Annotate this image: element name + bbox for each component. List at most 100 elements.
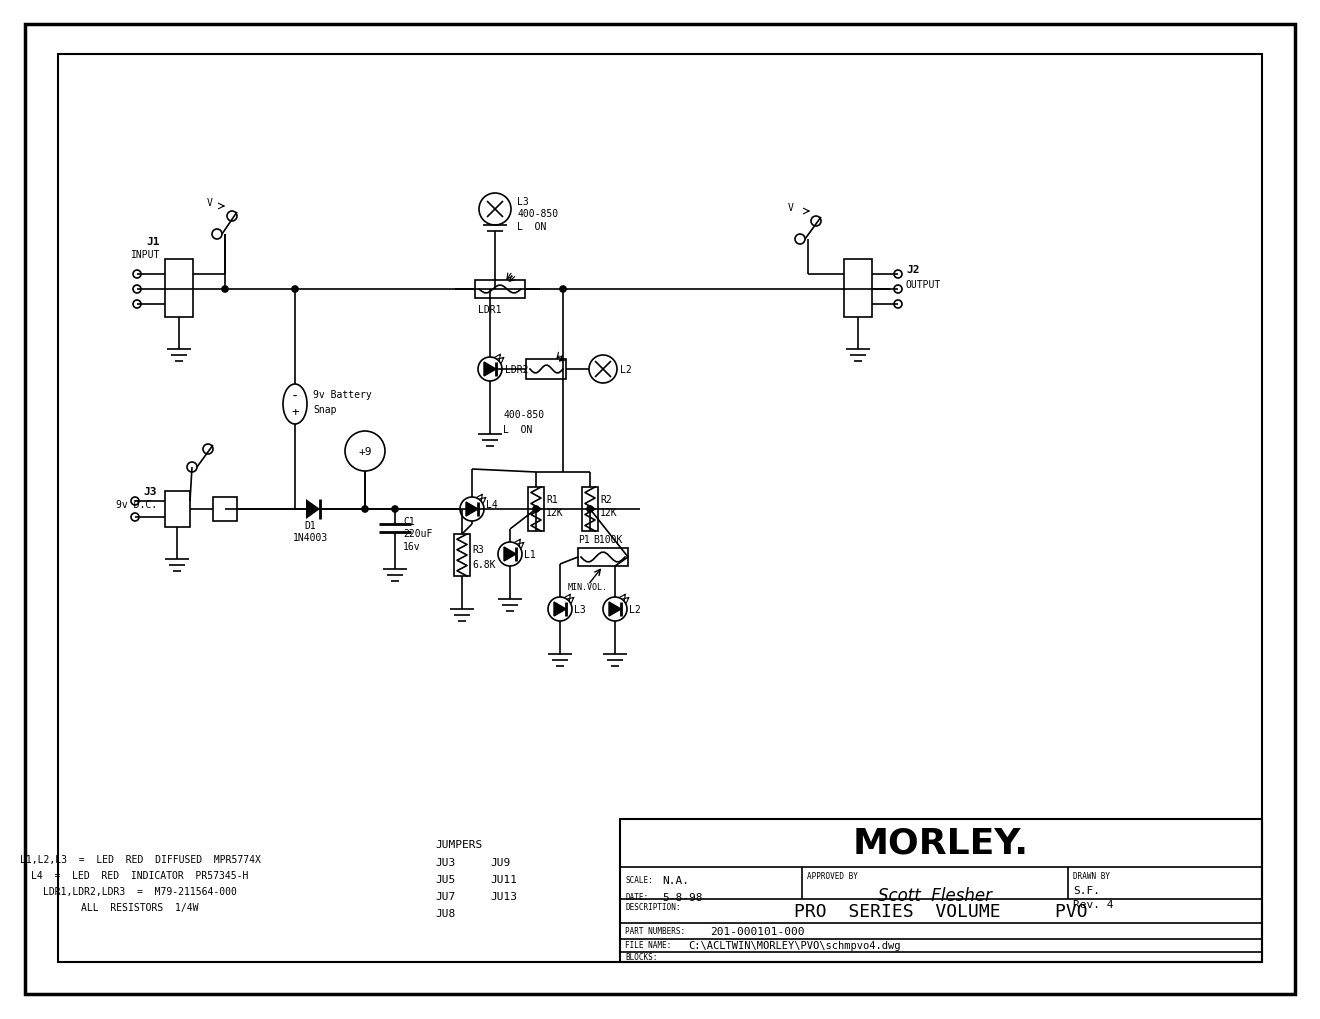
Text: LDR1,LDR2,LDR3  =  M79-211564-000: LDR1,LDR2,LDR3 = M79-211564-000 (44, 887, 236, 896)
Text: 16v: 16v (403, 541, 421, 551)
Text: L1,L2,L3  =  LED  RED  DIFFUSED  MPR5774X: L1,L2,L3 = LED RED DIFFUSED MPR5774X (20, 854, 260, 864)
Circle shape (222, 286, 228, 292)
Circle shape (392, 506, 399, 513)
Text: R1: R1 (546, 494, 558, 504)
Circle shape (894, 301, 902, 309)
Text: 220uF: 220uF (403, 529, 433, 538)
Text: MIN.VOL.: MIN.VOL. (568, 583, 609, 592)
Text: 12K: 12K (546, 507, 564, 518)
Bar (165, 260, 193, 318)
Circle shape (131, 514, 139, 522)
Text: Rev. 4: Rev. 4 (1073, 899, 1114, 909)
Text: J2: J2 (906, 265, 920, 275)
Text: Snap: Snap (313, 405, 337, 415)
Polygon shape (609, 602, 620, 616)
Circle shape (459, 497, 484, 522)
Text: INPUT: INPUT (131, 250, 160, 260)
Circle shape (479, 194, 511, 226)
Bar (528, 487, 544, 532)
Text: L3: L3 (574, 604, 586, 614)
Text: JU5: JU5 (436, 874, 455, 884)
Circle shape (548, 597, 572, 622)
Text: 9v D.C.: 9v D.C. (116, 499, 157, 510)
Text: D1: D1 (304, 521, 315, 531)
Polygon shape (306, 499, 319, 520)
Circle shape (133, 285, 141, 293)
Bar (58, 55, 1262, 962)
Text: JU3: JU3 (436, 857, 455, 867)
Text: R3: R3 (473, 544, 483, 554)
Text: DRAWN BY: DRAWN BY (1073, 871, 1110, 880)
Text: 5-8-98: 5-8-98 (663, 892, 702, 902)
Circle shape (587, 506, 593, 513)
Circle shape (133, 271, 141, 279)
Text: L3: L3 (517, 197, 529, 207)
Text: SCALE:: SCALE: (624, 875, 653, 884)
Text: L2: L2 (630, 604, 640, 614)
Text: OUTPUT: OUTPUT (906, 280, 941, 289)
Text: LDR2: LDR2 (506, 365, 528, 375)
Text: ALL  RESISTORS  1/4W: ALL RESISTORS 1/4W (82, 902, 199, 912)
Text: S.F.: S.F. (1073, 886, 1100, 895)
Circle shape (498, 542, 521, 567)
Circle shape (795, 234, 805, 245)
Circle shape (894, 285, 902, 293)
Text: LDR1: LDR1 (478, 305, 502, 315)
Circle shape (203, 444, 213, 454)
Ellipse shape (282, 384, 308, 425)
Bar (165, 491, 190, 528)
Bar (213, 497, 238, 522)
Text: +: + (292, 407, 298, 419)
Polygon shape (466, 502, 478, 517)
Text: -: - (290, 389, 300, 404)
Circle shape (187, 463, 197, 473)
Bar (475, 280, 525, 299)
Bar (578, 548, 628, 567)
Text: 400-850: 400-850 (503, 410, 544, 420)
Circle shape (533, 506, 539, 513)
Text: J3: J3 (144, 486, 157, 496)
Text: +9: +9 (358, 446, 372, 457)
Text: C:\ACLTWIN\MORLEY\PVO\schmpvo4.dwg: C:\ACLTWIN\MORLEY\PVO\schmpvo4.dwg (688, 941, 900, 950)
Text: L  ON: L ON (517, 222, 546, 231)
Circle shape (894, 271, 902, 279)
Text: V: V (788, 203, 793, 213)
Bar (454, 535, 470, 577)
Bar (582, 487, 598, 532)
Text: L4  =  LED  RED  INDICATOR  PR57345-H: L4 = LED RED INDICATOR PR57345-H (32, 870, 248, 880)
Bar (525, 360, 566, 380)
Polygon shape (554, 602, 566, 616)
Text: APPROVED BY: APPROVED BY (807, 871, 858, 880)
Text: Scott  Flesher: Scott Flesher (878, 887, 993, 904)
Text: JUMPERS: JUMPERS (436, 840, 482, 849)
Text: J1: J1 (147, 236, 160, 247)
Text: JU8: JU8 (436, 908, 455, 918)
Text: B100K: B100K (593, 535, 622, 544)
Polygon shape (484, 363, 496, 377)
Text: L2: L2 (620, 365, 632, 375)
Circle shape (131, 497, 139, 505)
Text: DESCRIPTION:: DESCRIPTION: (624, 902, 681, 911)
Text: FILE NAME:: FILE NAME: (624, 941, 672, 950)
Text: 12K: 12K (601, 507, 618, 518)
Bar (843, 260, 873, 318)
Circle shape (478, 358, 502, 382)
Circle shape (810, 217, 821, 227)
Text: 1N4003: 1N4003 (292, 533, 327, 542)
Circle shape (227, 212, 238, 222)
Text: L1: L1 (524, 549, 536, 559)
Text: 201-000101-000: 201-000101-000 (710, 926, 804, 936)
Circle shape (589, 356, 616, 383)
Text: P1: P1 (578, 535, 590, 544)
Text: PART NUMBERS:: PART NUMBERS: (624, 926, 685, 935)
Text: PRO  SERIES  VOLUME     PVO: PRO SERIES VOLUME PVO (795, 902, 1088, 920)
Circle shape (560, 286, 566, 292)
Text: MORLEY.: MORLEY. (853, 826, 1030, 860)
Text: V: V (207, 198, 213, 208)
Text: JU13: JU13 (490, 892, 517, 901)
Text: DATE:: DATE: (624, 892, 648, 901)
Text: BLOCKS:: BLOCKS: (624, 953, 657, 962)
Text: L  ON: L ON (503, 425, 532, 434)
Polygon shape (504, 547, 516, 561)
Circle shape (292, 286, 298, 292)
